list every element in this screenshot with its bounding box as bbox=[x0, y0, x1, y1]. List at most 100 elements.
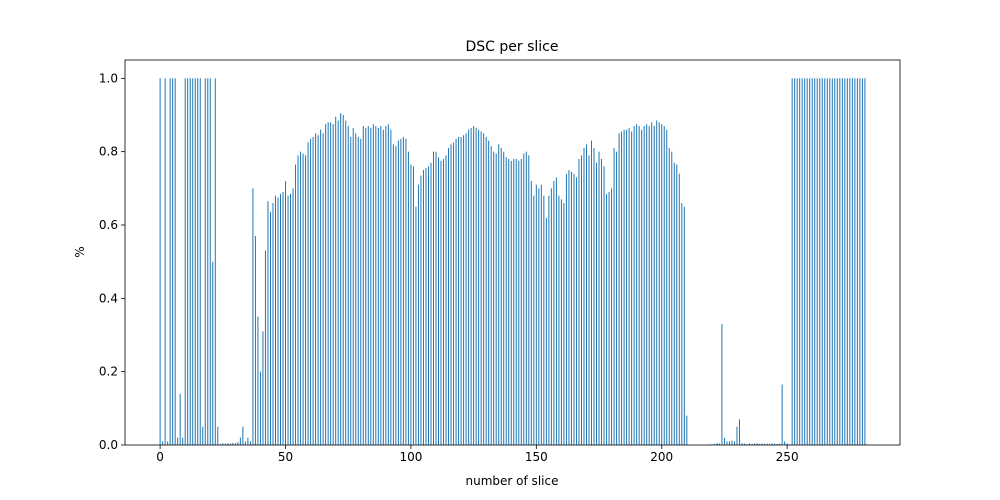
bar bbox=[402, 137, 404, 445]
bar bbox=[169, 78, 171, 445]
bar bbox=[558, 195, 560, 445]
bar bbox=[653, 126, 655, 445]
bar bbox=[207, 78, 209, 445]
bar bbox=[769, 443, 771, 445]
bar bbox=[565, 173, 567, 445]
bar bbox=[676, 164, 678, 445]
x-axis-label: number of slice bbox=[466, 474, 559, 488]
bar bbox=[743, 443, 745, 445]
bar bbox=[723, 437, 725, 445]
bar bbox=[257, 316, 259, 445]
bar bbox=[801, 78, 803, 445]
y-tick-label: 0.8 bbox=[99, 145, 118, 159]
bar bbox=[330, 122, 332, 445]
bar bbox=[227, 443, 229, 445]
bar bbox=[465, 133, 467, 446]
bar bbox=[445, 155, 447, 446]
bar bbox=[821, 78, 823, 445]
bar bbox=[560, 199, 562, 445]
bar bbox=[224, 443, 226, 445]
y-axis-label: % bbox=[73, 246, 87, 257]
bar bbox=[412, 166, 414, 446]
bar bbox=[500, 148, 502, 445]
bar bbox=[475, 127, 477, 445]
bar bbox=[759, 443, 761, 445]
bar bbox=[280, 193, 282, 445]
bar bbox=[400, 138, 402, 446]
bar bbox=[417, 184, 419, 445]
bar bbox=[480, 131, 482, 445]
bar bbox=[407, 151, 409, 445]
bar bbox=[267, 201, 269, 445]
bar bbox=[172, 78, 174, 445]
bar bbox=[854, 78, 856, 445]
bar bbox=[483, 133, 485, 446]
y-tick-label: 0.6 bbox=[99, 218, 118, 232]
y-tick-label: 0.4 bbox=[99, 291, 118, 305]
bar bbox=[264, 250, 266, 445]
bar bbox=[332, 124, 334, 446]
bar bbox=[505, 157, 507, 445]
bar bbox=[327, 122, 329, 445]
bar bbox=[345, 120, 347, 445]
bar bbox=[189, 78, 191, 445]
bar bbox=[377, 127, 379, 445]
bar bbox=[430, 162, 432, 445]
bar bbox=[164, 78, 166, 445]
bar bbox=[633, 126, 635, 445]
chart-title: DSC per slice bbox=[466, 39, 559, 55]
bar bbox=[395, 146, 397, 445]
bar bbox=[262, 331, 264, 445]
bar bbox=[761, 443, 763, 445]
bar bbox=[806, 78, 808, 445]
bar bbox=[177, 437, 179, 445]
y-tick-label: 0.2 bbox=[99, 365, 118, 379]
bar bbox=[681, 203, 683, 445]
bar bbox=[249, 441, 251, 445]
bar bbox=[616, 151, 618, 445]
y-tick-label: 0.0 bbox=[99, 438, 118, 452]
bar bbox=[623, 129, 625, 445]
bar bbox=[174, 78, 176, 445]
bar bbox=[658, 122, 660, 445]
bar bbox=[495, 153, 497, 445]
bar bbox=[603, 166, 605, 446]
bar bbox=[716, 443, 718, 445]
bar bbox=[678, 173, 680, 445]
bar bbox=[498, 144, 500, 446]
bar bbox=[518, 160, 520, 446]
bar bbox=[859, 78, 861, 445]
bar bbox=[756, 443, 758, 445]
bar bbox=[513, 159, 515, 445]
bar bbox=[550, 188, 552, 446]
bar bbox=[646, 124, 648, 446]
bar bbox=[202, 426, 204, 445]
bar bbox=[663, 126, 665, 445]
bar bbox=[786, 443, 788, 445]
bar bbox=[382, 129, 384, 445]
bar bbox=[784, 441, 786, 445]
bar bbox=[357, 137, 359, 445]
bar bbox=[470, 127, 472, 445]
bar bbox=[448, 148, 450, 445]
bar bbox=[596, 162, 598, 445]
bar bbox=[598, 151, 600, 445]
bar bbox=[816, 78, 818, 445]
bar bbox=[282, 192, 284, 445]
bar bbox=[385, 126, 387, 445]
bar bbox=[199, 78, 201, 445]
bar bbox=[222, 443, 224, 445]
bar bbox=[317, 135, 319, 445]
bar bbox=[340, 113, 342, 446]
bar bbox=[252, 188, 254, 446]
bar bbox=[347, 126, 349, 445]
bar bbox=[666, 129, 668, 445]
bar bbox=[523, 153, 525, 445]
bar bbox=[438, 157, 440, 445]
bar bbox=[746, 443, 748, 445]
bar bbox=[628, 127, 630, 445]
bar bbox=[272, 203, 274, 445]
bar bbox=[535, 184, 537, 445]
bar bbox=[485, 137, 487, 445]
